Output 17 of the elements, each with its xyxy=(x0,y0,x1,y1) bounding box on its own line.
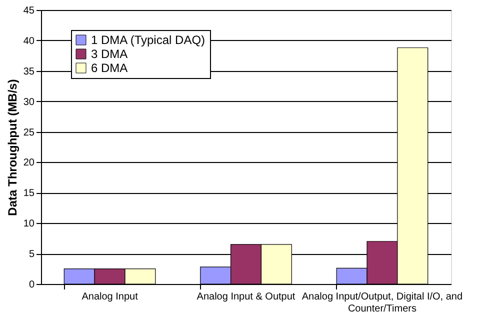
y-tick-label: 45 xyxy=(23,6,35,16)
legend-label: 6 DMA xyxy=(91,61,128,75)
y-tick-label: 30 xyxy=(23,96,35,108)
y-tick-label: 5 xyxy=(28,249,35,260)
x-tick-label: Analog Input xyxy=(82,292,138,302)
y-axis-title: Data Throughput (MB/s) xyxy=(5,79,20,216)
y-tick-label: 40 xyxy=(23,36,35,47)
y-tick-label: 15 xyxy=(23,188,35,200)
y-tick-label: 25 xyxy=(23,127,35,138)
x-tick-label: Analog Input & Output xyxy=(196,292,296,302)
x-tick-label: Analog Input/Output, Digital I/O, and Counter/Timers xyxy=(302,292,463,314)
y-tick-label: 20 xyxy=(23,158,35,169)
y-tick-label: 10 xyxy=(23,218,35,230)
y-tick-label: 0 xyxy=(28,280,35,290)
legend-label: 3 DMA xyxy=(91,47,128,61)
legend-label: 1 DMA (Typical DAQ) xyxy=(91,33,206,47)
y-tick-label: 35 xyxy=(23,66,35,78)
